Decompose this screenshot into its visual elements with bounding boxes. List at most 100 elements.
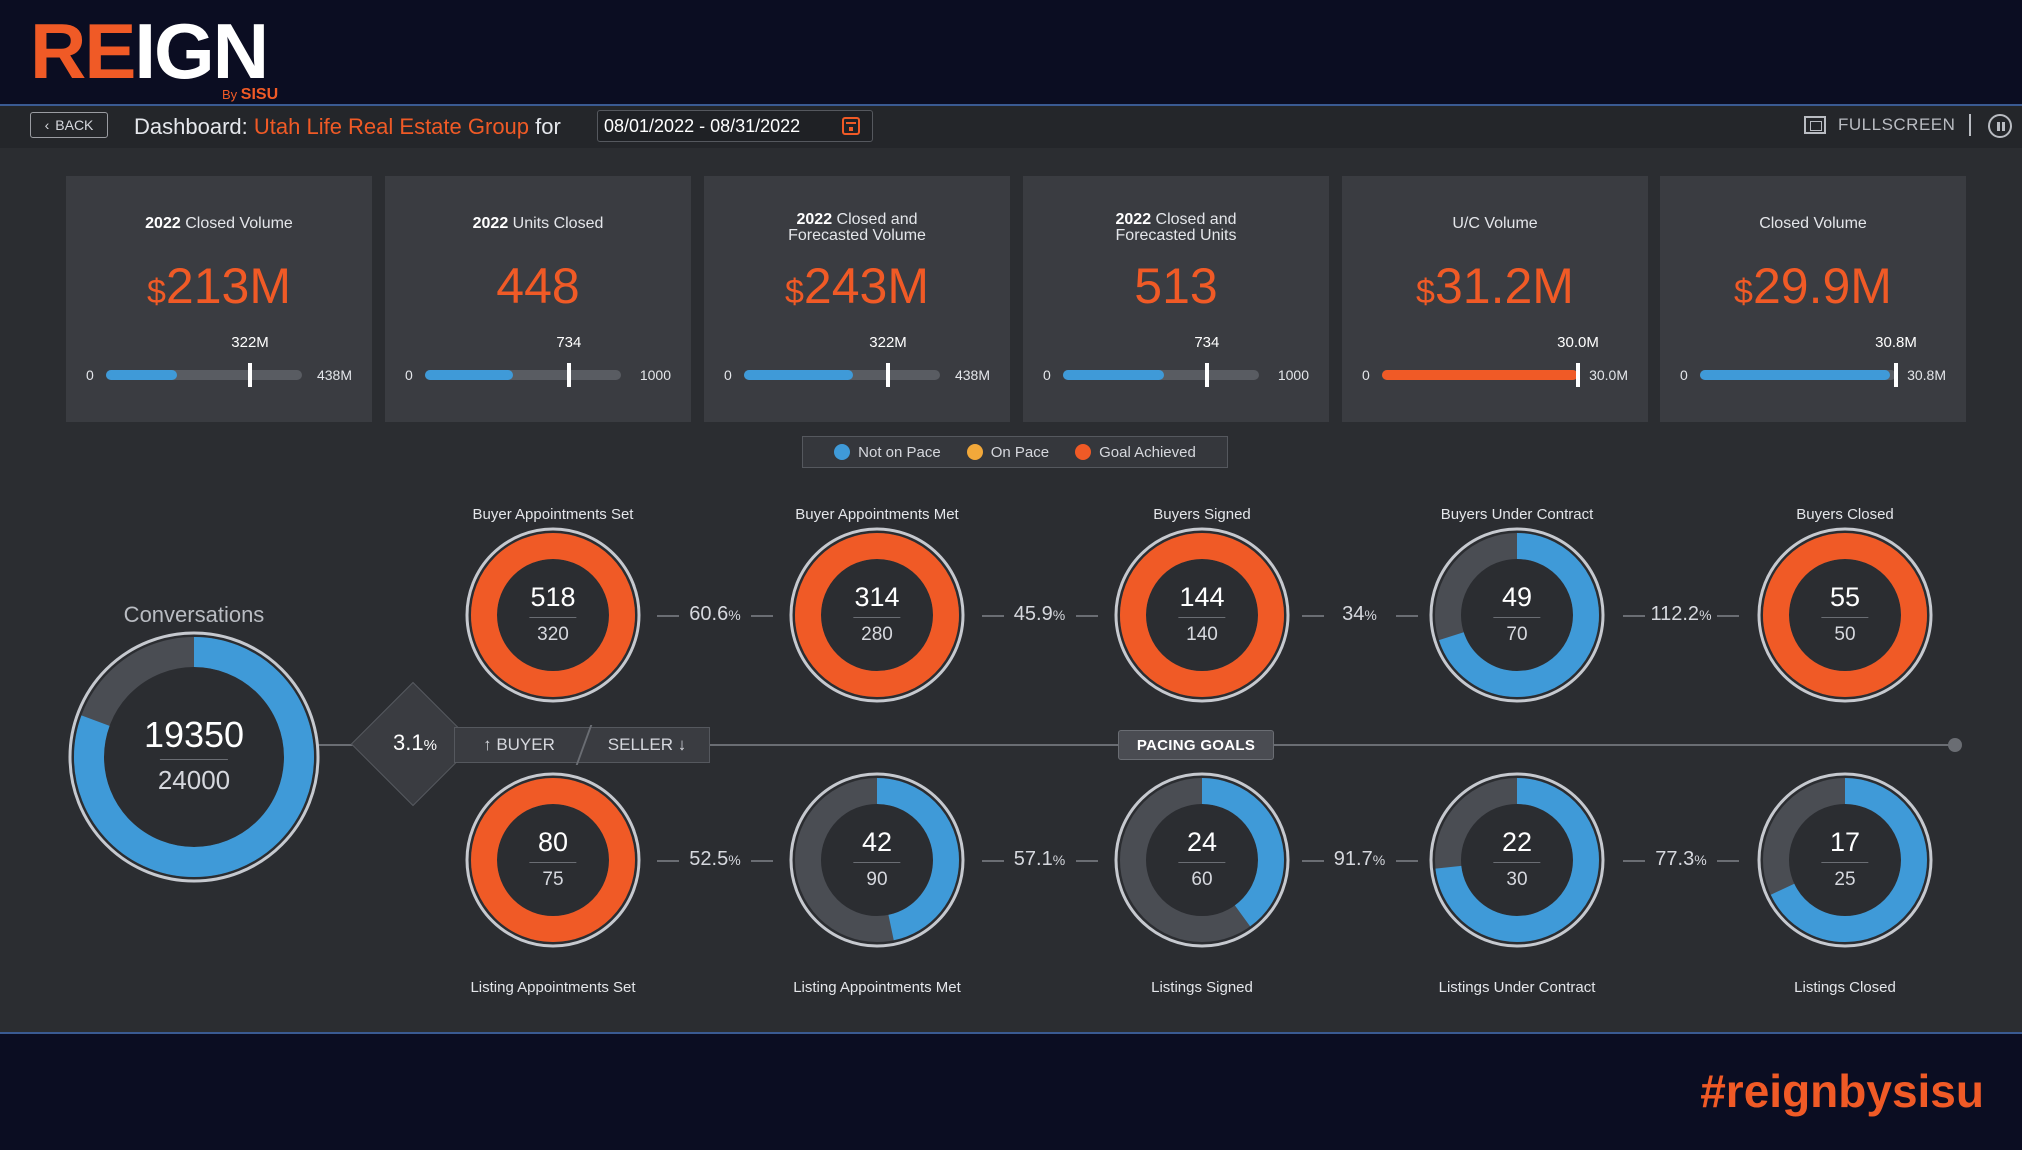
kpi-max: 30.8M bbox=[1907, 367, 1946, 383]
ring-goal: 140 bbox=[1186, 624, 1218, 645]
kpi-max: 30.0M bbox=[1589, 367, 1628, 383]
dashboard-title: Dashboard: Utah Life Real Estate Group f… bbox=[134, 112, 561, 142]
listing-stage-ring[interactable]: 24 60 bbox=[1112, 770, 1292, 950]
ring-progress bbox=[1435, 778, 1599, 942]
ring-goal: 25 bbox=[1834, 869, 1856, 890]
ring-outline bbox=[68, 631, 320, 883]
connector-line bbox=[1301, 860, 1324, 862]
buyer-stage-ring[interactable]: 314 280 bbox=[787, 525, 967, 705]
kpi-goal-label: 734 bbox=[1194, 334, 1220, 351]
kpi-progress-track bbox=[425, 363, 621, 387]
ring-value: 314 bbox=[854, 582, 900, 612]
ring-goal: 280 bbox=[861, 624, 893, 645]
conversion-percent: 34% bbox=[1342, 603, 1377, 625]
kpi-value: 448 bbox=[496, 258, 580, 314]
logo-ign: IGN bbox=[134, 7, 269, 95]
conversion-percent: 60.6% bbox=[689, 603, 741, 625]
ring-divider bbox=[853, 617, 901, 618]
kpi-title: 2022 Closed and Forecasted Volume bbox=[788, 211, 926, 244]
buyer-toggle[interactable]: ↑ BUYER bbox=[483, 735, 555, 754]
kpi-card[interactable]: U/C Volume $31.2M 30.0M 0 30.0M bbox=[1342, 176, 1648, 422]
kpi-progress-fill bbox=[1382, 370, 1578, 380]
kpi-min: 0 bbox=[1043, 367, 1051, 383]
kpi-goal-marker bbox=[1576, 363, 1580, 387]
fullscreen-button[interactable]: FULLSCREEN bbox=[1804, 114, 1972, 136]
buyer-stage-ring[interactable]: 55 50 bbox=[1755, 525, 1935, 705]
legend-dot-icon bbox=[834, 444, 851, 460]
calendar-icon[interactable] bbox=[842, 117, 860, 135]
seller-toggle[interactable]: SELLER ↓ bbox=[607, 735, 687, 754]
conversion-rate: 3.1% bbox=[393, 730, 437, 755]
kpi-progress-track bbox=[106, 363, 302, 387]
ring-center bbox=[1461, 804, 1573, 916]
ring-goal: 24000 bbox=[157, 765, 231, 795]
kpi-progress-fill bbox=[106, 370, 177, 380]
for-label: for bbox=[535, 114, 561, 139]
kpi-goal-marker bbox=[248, 363, 253, 387]
stage-label: Buyer Appointments Met bbox=[795, 506, 959, 523]
ring-divider bbox=[1493, 862, 1541, 863]
listing-stage-ring[interactable]: 42 90 bbox=[787, 770, 967, 950]
ring-progress bbox=[795, 778, 959, 942]
ring-outline bbox=[1757, 527, 1933, 703]
ring-progress bbox=[795, 533, 959, 697]
kpi-goal-marker bbox=[1894, 363, 1898, 387]
connector-line bbox=[1395, 860, 1418, 862]
listing-stage-ring[interactable]: 22 30 bbox=[1427, 770, 1607, 950]
ring-outline bbox=[1114, 527, 1290, 703]
ring-progress bbox=[471, 778, 635, 942]
connector-line bbox=[1717, 615, 1739, 617]
date-range-picker[interactable]: 08/01/2022 - 08/31/2022 bbox=[597, 110, 873, 142]
buyer-stage-ring[interactable]: 518 320 bbox=[463, 525, 643, 705]
kpi-max: 1000 bbox=[1277, 367, 1309, 383]
pacing-line-end bbox=[1948, 738, 1962, 752]
connector-line bbox=[1075, 860, 1098, 862]
kpi-goal-label: 30.8M bbox=[1875, 334, 1917, 351]
buyer-stage-ring[interactable]: 144 140 bbox=[1112, 525, 1292, 705]
ring-progress bbox=[1120, 778, 1284, 942]
conversion-percent: 91.7% bbox=[1333, 848, 1386, 870]
legend-dot-icon bbox=[1075, 444, 1092, 460]
ring-center bbox=[1789, 559, 1901, 671]
status-legend: Not on Pace On Pace Goal Achieved bbox=[802, 436, 1228, 468]
connector-line bbox=[981, 615, 1004, 617]
conversion-percent: 77.3% bbox=[1655, 848, 1707, 870]
ring-center bbox=[104, 667, 284, 847]
kpi-progress-track bbox=[1700, 363, 1898, 387]
ring-goal: 75 bbox=[542, 869, 564, 890]
ring-divider bbox=[1493, 617, 1541, 618]
buyer-stage-ring[interactable]: 49 70 bbox=[1427, 525, 1607, 705]
conversations-ring[interactable]: 19350 24000 bbox=[66, 629, 322, 885]
kpi-progress-track bbox=[1063, 363, 1259, 387]
kpi-title: 2022 Closed and Forecasted Units bbox=[1115, 211, 1237, 244]
ring-value: 144 bbox=[1179, 582, 1225, 612]
pause-icon[interactable] bbox=[1988, 114, 2012, 138]
kpi-title: U/C Volume bbox=[1452, 215, 1538, 232]
ring-progress bbox=[1120, 533, 1284, 697]
listing-stage-ring[interactable]: 80 75 bbox=[463, 770, 643, 950]
kpi-card[interactable]: 2022 Closed Volume $213M 322M 0 438M bbox=[66, 176, 372, 422]
back-button[interactable]: ‹ BACK bbox=[30, 112, 108, 138]
kpi-card[interactable]: Closed Volume $29.9M 30.8M 0 30.8M bbox=[1660, 176, 1966, 422]
kpi-card[interactable]: 2022 Closed and Forecasted Volume $243M 322… bbox=[704, 176, 1010, 422]
kpi-goal-label: 322M bbox=[869, 334, 907, 351]
kpi-progress-fill bbox=[744, 370, 853, 380]
kpi-min: 0 bbox=[86, 367, 94, 383]
ring-center bbox=[821, 804, 933, 916]
ring-outline bbox=[1429, 772, 1605, 948]
organization-name[interactable]: Utah Life Real Estate Group bbox=[253, 114, 530, 139]
brand-footer: #reignbysisu bbox=[0, 1034, 2022, 1150]
kpi-value: $31.2M bbox=[1416, 258, 1574, 314]
kpi-min: 0 bbox=[1680, 367, 1688, 383]
pacing-goals-badge[interactable]: PACING GOALS bbox=[1118, 730, 1274, 760]
listing-stage-ring[interactable]: 17 25 bbox=[1755, 770, 1935, 950]
ring-outline bbox=[1429, 527, 1605, 703]
legend-label: Goal Achieved bbox=[1099, 443, 1196, 461]
ring-progress bbox=[1763, 533, 1927, 697]
kpi-card[interactable]: 2022 Units Closed 448 734 0 1000 bbox=[385, 176, 691, 422]
stage-label: Listings Signed bbox=[1151, 979, 1253, 996]
kpi-progress-track bbox=[1382, 363, 1580, 387]
ring-value: 49 bbox=[1501, 582, 1533, 612]
kpi-card[interactable]: 2022 Closed and Forecasted Units 513 734 0 10… bbox=[1023, 176, 1329, 422]
kpi-goal-label: 322M bbox=[231, 334, 269, 351]
